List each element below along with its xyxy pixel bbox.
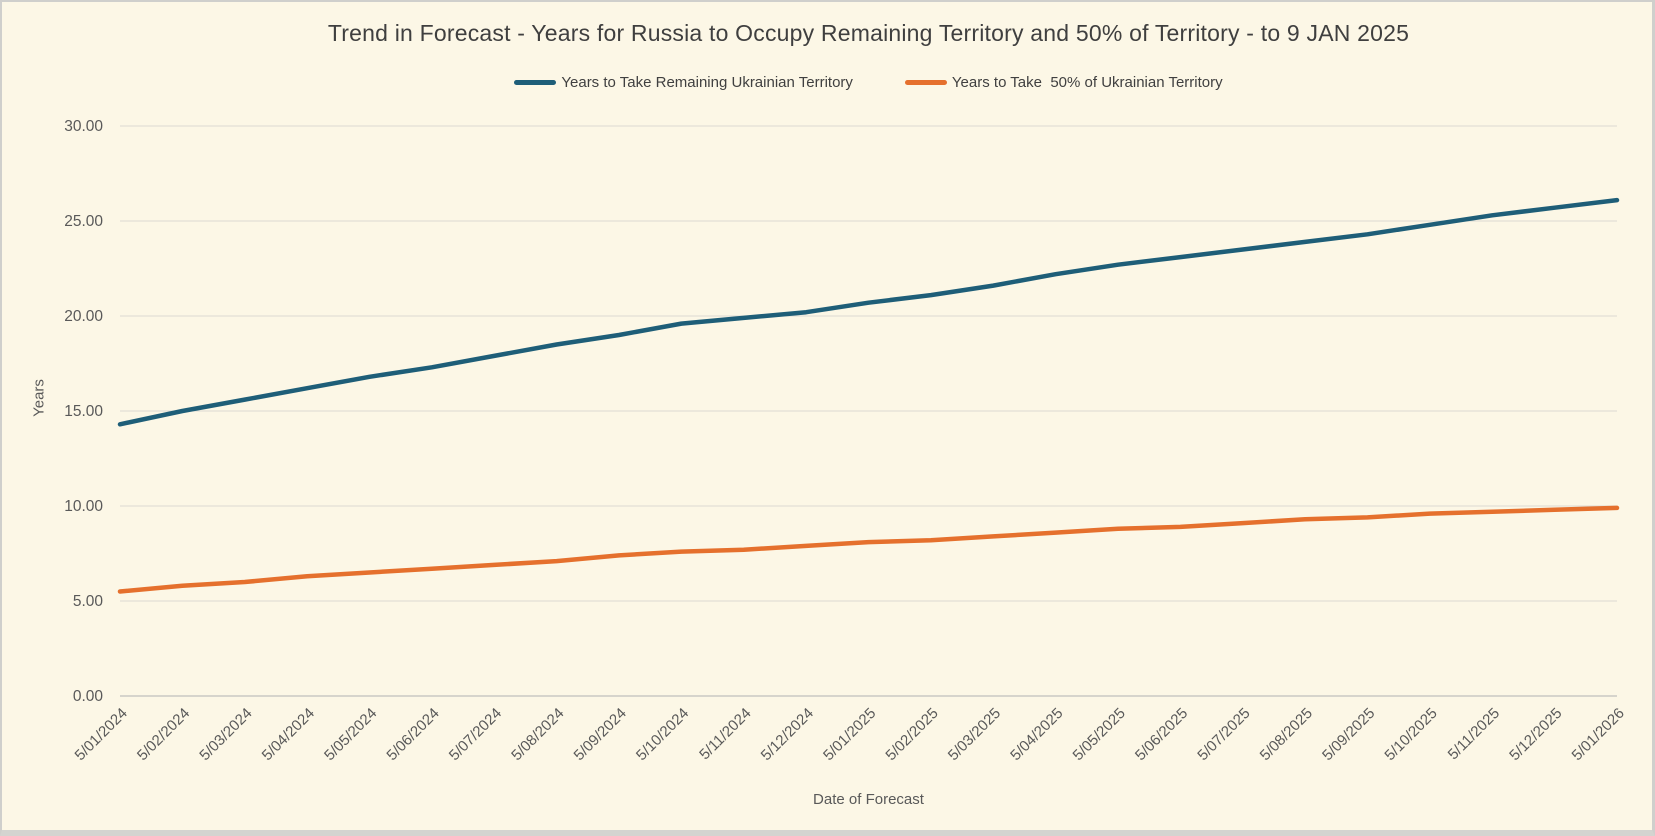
x-tick-label: 5/05/2025 [1070, 705, 1129, 764]
x-tick-label: 5/12/2025 [1506, 705, 1565, 764]
y-tick-label: 10.00 [64, 498, 103, 515]
y-tick-label: 0.00 [73, 688, 104, 705]
x-tick-label: 5/09/2024 [571, 705, 630, 764]
x-tick-label: 5/08/2024 [508, 705, 567, 764]
x-tick-label: 5/06/2024 [383, 705, 442, 764]
legend-swatch-remaining-territory [514, 80, 557, 85]
x-tick-label: 5/10/2024 [633, 705, 692, 764]
x-tick-label: 5/04/2025 [1007, 705, 1066, 764]
chart-title: Trend in Forecast - Years for Russia to … [327, 20, 1410, 46]
x-tick-label: 5/02/2024 [134, 705, 193, 764]
y-axis-title: Years [30, 379, 48, 417]
x-tick-label: 5/11/2025 [1445, 705, 1503, 763]
y-tick-label: 30.00 [64, 118, 103, 135]
x-tick-label: 5/01/2026 [1569, 705, 1628, 764]
x-tick-label: 5/09/2025 [1319, 705, 1378, 764]
y-tick-label: 20.00 [64, 308, 103, 325]
legend-item-50pct-territory: Years to Take 50% of Ukrainian Territory [904, 74, 1223, 91]
x-tick-label: 5/03/2025 [945, 705, 1004, 764]
series-line-50pct-territory [117, 505, 1620, 594]
x-tick-label: 5/06/2025 [1132, 705, 1191, 764]
x-tick-label: 5/04/2024 [259, 705, 318, 764]
x-tick-label: 5/01/2025 [820, 705, 879, 764]
x-tick-label: 5/07/2025 [1194, 705, 1253, 764]
y-tick-label: 15.00 [64, 403, 103, 420]
x-axis-title: Date of Forecast [813, 791, 924, 808]
legend: Years to Take Remaining Ukrainian Territ… [120, 74, 1617, 91]
x-tick-label: 5/07/2024 [446, 705, 505, 764]
legend-swatch-50pct-territory [904, 80, 947, 85]
series-line-remaining-territory [117, 197, 1620, 427]
x-tick-label: 5/02/2025 [882, 705, 941, 764]
legend-label-remaining-territory: Years to Take Remaining Ukrainian Territ… [561, 74, 853, 91]
x-tick-label: 5/05/2024 [321, 705, 380, 764]
x-tick-label: 5/11/2024 [696, 705, 754, 763]
x-tick-label: 5/10/2025 [1381, 705, 1440, 764]
x-tick-label: 5/03/2024 [196, 705, 255, 764]
x-tick-label: 5/08/2025 [1257, 705, 1316, 764]
legend-label-50pct-territory: Years to Take 50% of Ukrainian Territory [951, 74, 1223, 91]
x-tick-label: 5/12/2024 [758, 705, 817, 764]
legend-item-remaining-territory: Years to Take Remaining Ukrainian Territ… [514, 74, 853, 91]
y-tick-label: 5.00 [73, 593, 104, 610]
x-tick-label: 5/01/2024 [72, 705, 131, 764]
y-tick-label: 25.00 [64, 213, 103, 230]
